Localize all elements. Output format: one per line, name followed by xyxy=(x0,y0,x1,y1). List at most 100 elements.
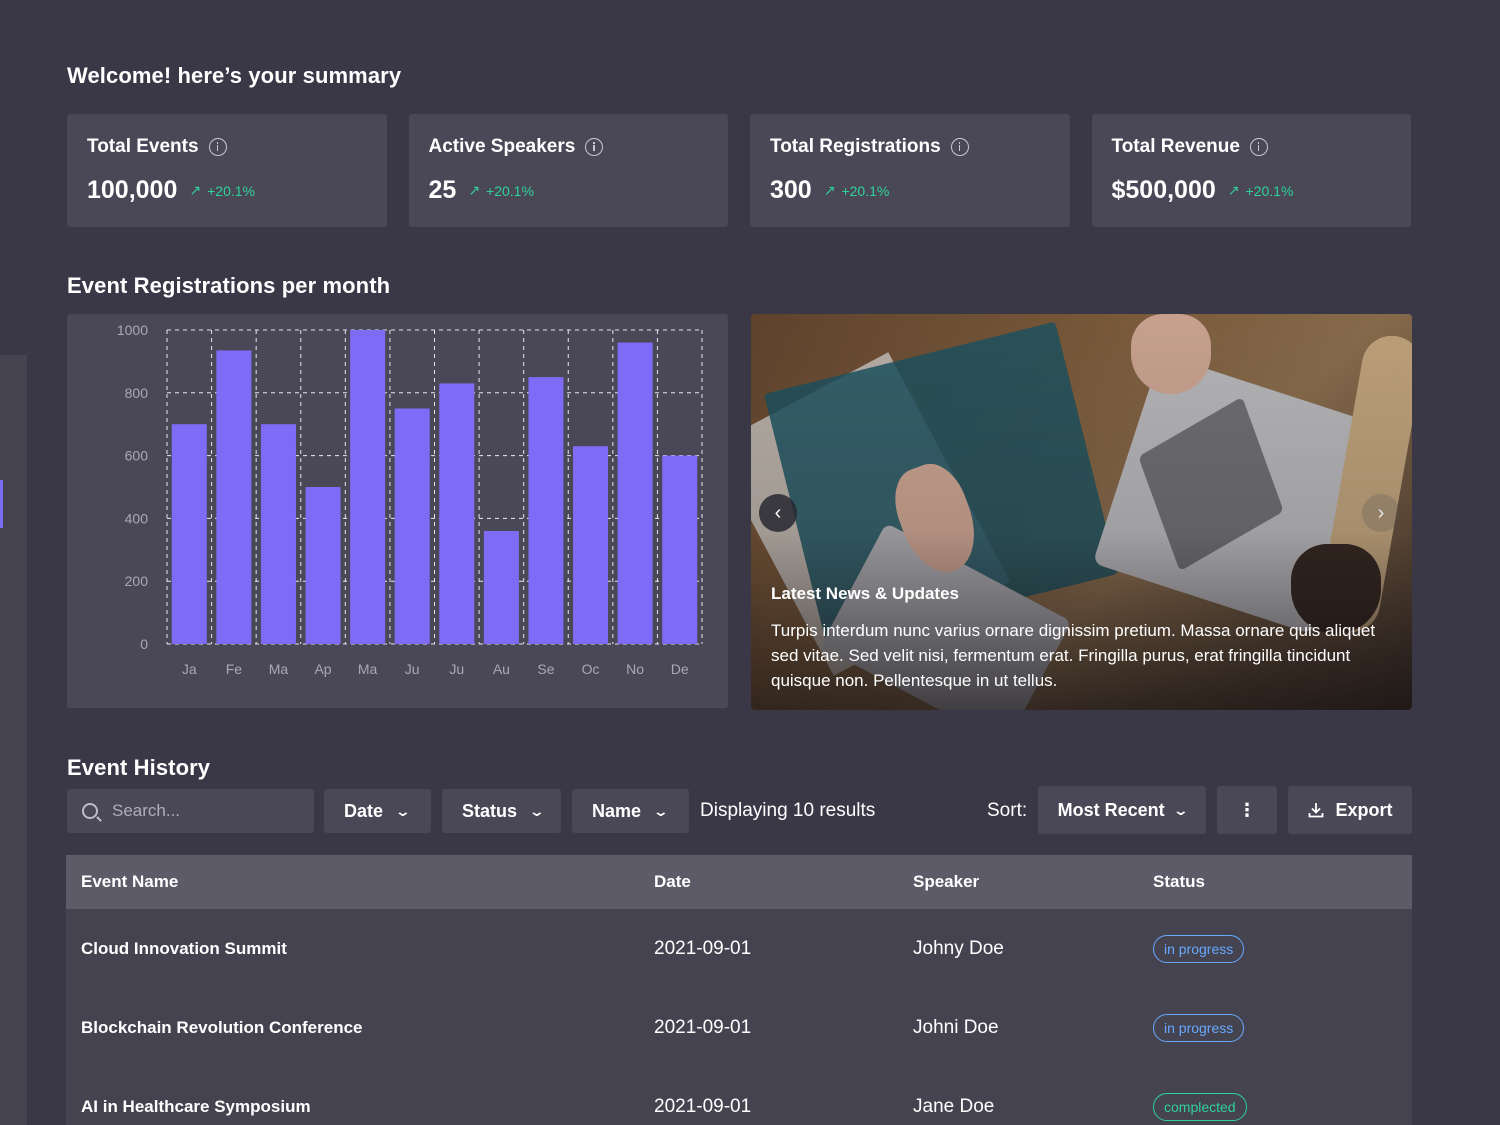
sidebar-active-marker xyxy=(0,480,3,528)
export-label: Export xyxy=(1335,799,1393,820)
date-filter-label: Date xyxy=(344,800,384,821)
column-header-event-name[interactable]: Event Name xyxy=(81,872,179,891)
stat-label: Total Revenue xyxy=(1111,136,1240,157)
stat-label: Active Speakers xyxy=(428,136,576,157)
x-tick-label: Ma xyxy=(269,661,289,677)
chevron-down-icon: ⌄ xyxy=(528,802,546,819)
table-row[interactable]: Cloud Innovation Summit 2021-09-01 Johny… xyxy=(66,909,1412,988)
bar xyxy=(305,487,341,644)
bar xyxy=(216,350,252,644)
trend-value: +20.1% xyxy=(207,182,255,199)
bar xyxy=(573,446,609,644)
status-filter-label: Status xyxy=(462,800,518,821)
trend-up-arrow-icon: ↗ xyxy=(189,182,202,198)
news-body: Turpis interdum nunc varius ornare digni… xyxy=(771,621,1376,690)
news-title: Latest News & Updates xyxy=(771,584,959,603)
x-tick-label: Ma xyxy=(358,661,378,677)
chevron-down-icon: ⌄ xyxy=(652,802,670,819)
bar xyxy=(483,530,519,644)
chevron-left-icon: ‹ xyxy=(774,501,782,524)
x-tick-label: No xyxy=(626,661,644,677)
more-vertical-icon: ⋮ xyxy=(1238,799,1256,820)
news-image-overlay xyxy=(751,314,1412,710)
event-name-cell: Cloud Innovation Summit xyxy=(81,938,287,958)
trend-indicator: ↗ +20.1% xyxy=(824,182,890,199)
y-tick-label: 0 xyxy=(140,636,148,652)
info-icon[interactable] xyxy=(1249,138,1268,156)
stat-value: $500,000 xyxy=(1111,176,1216,204)
table-row[interactable]: Blockchain Revolution Conference 2021-09… xyxy=(66,988,1412,1067)
status-badge: in progress xyxy=(1153,1013,1245,1042)
x-tick-label: De xyxy=(671,661,689,677)
chevron-down-icon: ⌄ xyxy=(394,802,412,819)
speaker-cell: Johni Doe xyxy=(913,1016,999,1038)
bar xyxy=(260,424,296,644)
column-header-date[interactable]: Date xyxy=(654,872,691,891)
search-icon xyxy=(82,803,98,819)
search-box xyxy=(67,789,314,833)
x-tick-label: Oc xyxy=(582,661,600,677)
stat-card-total-revenue: Total Revenue $500,000 ↗ +20.1% xyxy=(1091,114,1411,227)
stat-card-total-registrations: Total Registrations 300 ↗ +20.1% xyxy=(750,114,1070,227)
y-tick-label: 1000 xyxy=(117,322,148,338)
trend-indicator: ↗ +20.1% xyxy=(1228,182,1294,199)
event-history-toolbar: Date ⌄ Status ⌄ Name ⌄ Displaying 10 res… xyxy=(67,786,1412,834)
chevron-right-icon: › xyxy=(1377,501,1385,524)
sort-dropdown[interactable]: Most Recent ⌄ xyxy=(1038,786,1206,834)
search-input[interactable] xyxy=(112,801,292,821)
column-header-speaker[interactable]: Speaker xyxy=(913,872,980,891)
x-tick-label: Fe xyxy=(226,661,243,677)
registrations-chart-panel: 0 200 400 600 800 1000 Ja Fe Ma Ap Ma Ju Ju Au Se Oc No D… xyxy=(67,314,728,708)
x-tick-label: Ap xyxy=(314,661,331,677)
status-badge: in progress xyxy=(1153,934,1245,963)
y-tick-label: 200 xyxy=(125,573,149,589)
export-button[interactable]: Export xyxy=(1288,786,1412,834)
trend-up-arrow-icon: ↗ xyxy=(468,182,481,198)
date-cell: 2021-09-01 xyxy=(654,937,752,959)
bar xyxy=(528,377,564,644)
date-cell: 2021-09-01 xyxy=(654,1016,752,1038)
info-icon[interactable] xyxy=(208,138,227,156)
results-count: Displaying 10 results xyxy=(700,800,876,821)
info-icon[interactable] xyxy=(950,138,969,156)
event-history-title: Event History xyxy=(67,755,211,780)
x-tick-label: Ju xyxy=(449,661,464,677)
more-options-button[interactable]: ⋮ xyxy=(1217,786,1277,834)
chevron-down-icon: ⌄ xyxy=(1172,801,1189,818)
carousel-next-button[interactable]: › xyxy=(1362,494,1400,532)
bar xyxy=(662,455,698,644)
table-header: Event Name Date Speaker Status xyxy=(66,855,1412,909)
event-history-table: Event Name Date Speaker Status Cloud Inn… xyxy=(66,855,1412,1125)
x-tick-label: Ju xyxy=(405,661,420,677)
welcome-heading: Welcome! here’s your summary xyxy=(67,63,402,88)
stat-label: Total Events xyxy=(87,136,199,157)
sidebar-edge xyxy=(0,355,27,1125)
x-tick-label: Ja xyxy=(182,661,197,677)
status-filter-dropdown[interactable]: Status ⌄ xyxy=(442,789,561,833)
stat-card-active-speakers: Active Speakers 25 ↗ +20.1% xyxy=(408,114,728,227)
stat-value: 25 xyxy=(428,176,457,204)
y-tick-label: 600 xyxy=(125,448,149,464)
trend-indicator: ↗ +20.1% xyxy=(468,182,534,199)
carousel-prev-button[interactable]: ‹ xyxy=(759,494,797,532)
y-tick-label: 800 xyxy=(125,385,149,401)
bar xyxy=(394,408,430,644)
bar xyxy=(171,424,207,644)
speaker-cell: Johny Doe xyxy=(913,937,1004,959)
date-filter-dropdown[interactable]: Date ⌄ xyxy=(324,789,431,833)
info-icon[interactable] xyxy=(585,138,604,156)
event-name-cell: Blockchain Revolution Conference xyxy=(81,1017,363,1037)
table-row[interactable]: AI in Healthcare Symposium 2021-09-01 Ja… xyxy=(66,1067,1412,1125)
name-filter-label: Name xyxy=(592,800,642,821)
trend-indicator: ↗ +20.1% xyxy=(189,182,255,199)
sort-value: Most Recent xyxy=(1057,799,1165,820)
y-tick-label: 400 xyxy=(125,510,149,526)
column-header-status[interactable]: Status xyxy=(1153,872,1205,891)
trend-value: +20.1% xyxy=(1245,182,1294,199)
download-icon xyxy=(1309,803,1324,818)
x-tick-label: Se xyxy=(537,661,554,677)
sort-label: Sort: xyxy=(987,800,1028,821)
stat-value: 300 xyxy=(770,176,812,204)
x-tick-label: Au xyxy=(493,661,510,677)
name-filter-dropdown[interactable]: Name ⌄ xyxy=(572,789,689,833)
